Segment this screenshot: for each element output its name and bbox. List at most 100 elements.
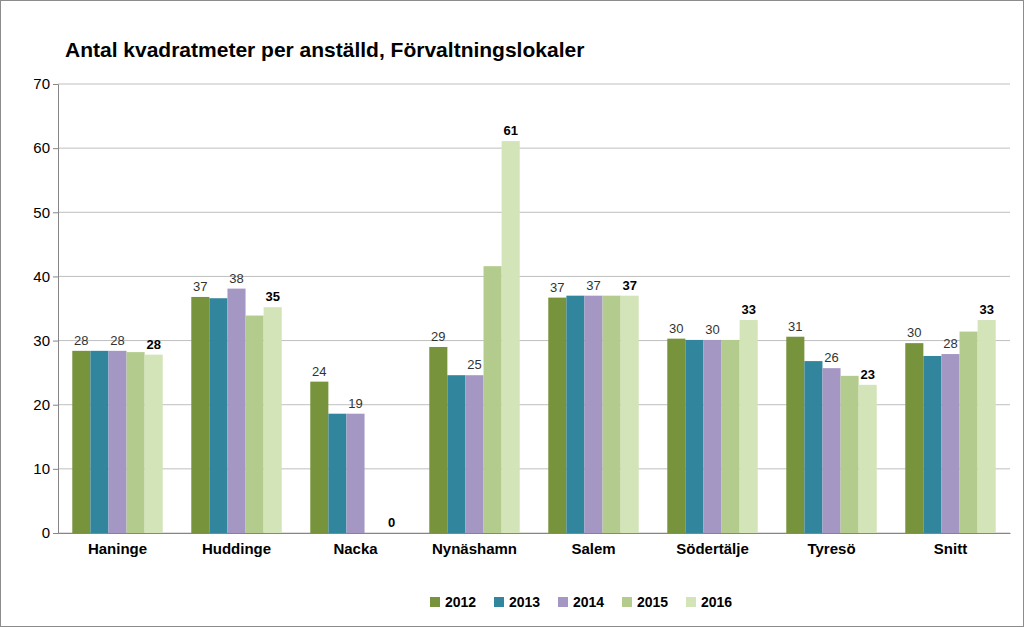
data-label: 19	[348, 396, 362, 411]
series	[145, 141, 996, 533]
y-tick: 10	[33, 460, 58, 477]
bar	[685, 340, 703, 533]
data-label: 37	[550, 280, 564, 295]
x-tick: Salem	[571, 533, 615, 557]
bar	[264, 307, 282, 533]
bar	[786, 337, 804, 533]
data-label: 30	[705, 322, 719, 337]
bar	[822, 368, 840, 533]
bar	[548, 298, 566, 533]
bar	[905, 343, 923, 533]
data-labels: 2837242937303130283819253730262828350613…	[74, 123, 994, 530]
grid-line	[58, 84, 1010, 85]
x-tick-label: Huddinge	[202, 540, 271, 557]
x-tick: Tyresö	[807, 533, 855, 557]
bar	[502, 141, 520, 533]
data-label: 38	[229, 271, 243, 286]
y-tick-mark	[53, 212, 58, 213]
x-tick-label: Tyresö	[807, 540, 855, 557]
x-tick-label: Nynäshamn	[432, 540, 517, 557]
bar	[804, 361, 822, 533]
frame	[1, 1, 1024, 627]
data-label: 33	[979, 302, 993, 317]
data-label: 28	[110, 333, 124, 348]
legend-swatch	[686, 597, 696, 607]
data-label: 28	[74, 333, 88, 348]
bar	[841, 376, 859, 533]
y-tick: 70	[33, 75, 58, 92]
x-tick: Haninge	[88, 533, 147, 557]
series	[108, 289, 959, 533]
grid-line	[58, 148, 1010, 149]
plot: 010203040506070HaningeHuddingeNackaNynäs…	[33, 75, 1010, 557]
bar	[722, 340, 740, 533]
bar	[859, 385, 877, 533]
data-label: 28	[146, 337, 160, 352]
data-label: 31	[788, 319, 802, 334]
x-tick-label: Södertälje	[676, 540, 749, 557]
legend-swatch	[494, 597, 504, 607]
bar	[383, 533, 401, 534]
data-label: 23	[860, 367, 874, 382]
bar	[978, 320, 996, 533]
bar	[566, 296, 584, 533]
y-tick-label: 30	[33, 332, 50, 349]
chart: Antal kvadratmeter per anställd, Förvalt…	[0, 0, 1024, 627]
y-tick-mark	[53, 276, 58, 277]
grid	[58, 84, 1010, 533]
data-label: 26	[824, 350, 838, 365]
x-tick: Södertälje	[676, 533, 749, 557]
data-label: 37	[586, 278, 600, 293]
y-tick-mark	[53, 341, 58, 342]
bar	[310, 382, 328, 533]
x-tick: Nynäshamn	[432, 533, 517, 557]
legend-label: 2013	[509, 594, 540, 610]
x-axis: Haninge Huddinge Nacka Nynäshamn Salem Södert…	[59, 533, 1011, 557]
bar	[127, 352, 145, 533]
data-label: 30	[907, 325, 921, 340]
y-tick-mark	[53, 148, 58, 149]
bar	[960, 332, 978, 533]
bar	[740, 320, 758, 533]
data-label: 0	[388, 515, 395, 530]
bar	[667, 339, 685, 533]
y-tick-mark	[53, 533, 58, 534]
x-tick-label: Nacka	[333, 540, 378, 557]
bar	[72, 351, 90, 533]
bar	[246, 316, 264, 533]
bar	[328, 414, 346, 533]
bar	[227, 289, 245, 533]
legend-label: 2016	[701, 594, 732, 610]
legend-swatch	[622, 597, 632, 607]
y-tick-label: 10	[33, 460, 50, 477]
y-tick: 30	[33, 332, 58, 349]
legend-swatch	[430, 597, 440, 607]
y-tick-mark	[53, 469, 58, 470]
bar	[703, 340, 721, 533]
legend-label: 2012	[445, 594, 476, 610]
y-tick-label: 20	[33, 396, 50, 413]
y-tick: 60	[33, 139, 58, 156]
bar	[465, 375, 483, 533]
bar	[621, 296, 639, 533]
data-label: 35	[265, 289, 279, 304]
legend: 20122013201420152016	[430, 594, 732, 610]
legend-swatch	[558, 597, 568, 607]
bar	[584, 296, 602, 533]
y-tick-label: 60	[33, 139, 50, 156]
bar	[191, 297, 209, 533]
data-label: 24	[312, 364, 326, 379]
legend-label: 2015	[637, 594, 668, 610]
x-tick-label: Salem	[571, 540, 615, 557]
y-tick: 40	[33, 268, 58, 285]
data-label: 37	[622, 278, 636, 293]
y-tick-mark	[53, 405, 58, 406]
bar	[941, 354, 959, 533]
x-tick: Snitt	[934, 533, 967, 557]
data-label: 25	[467, 357, 481, 372]
data-label: 28	[943, 336, 957, 351]
data-label: 37	[193, 279, 207, 294]
bar	[447, 375, 465, 533]
bar	[90, 351, 108, 533]
data-label: 61	[503, 123, 517, 138]
